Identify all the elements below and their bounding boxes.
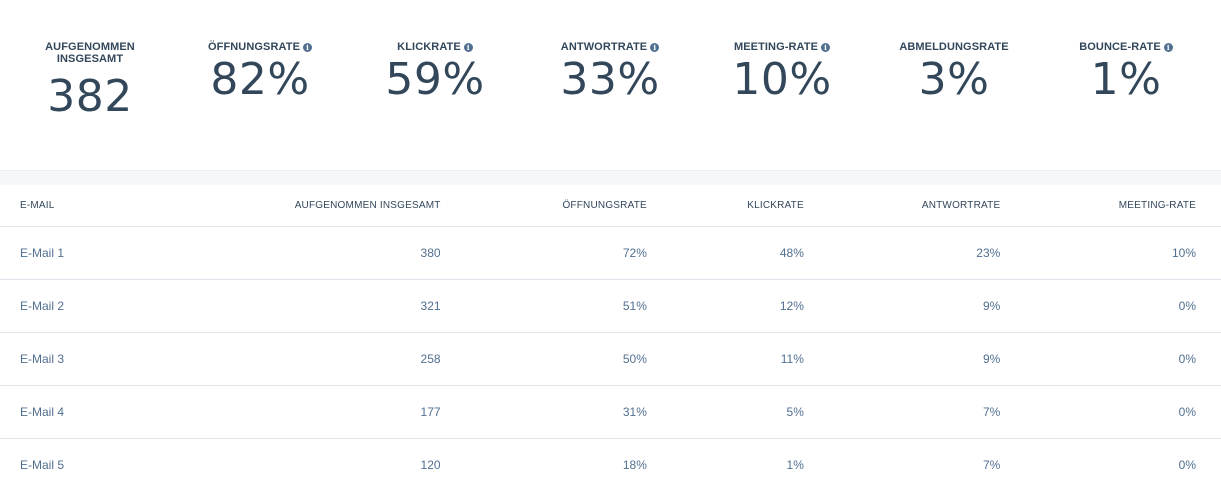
cell-aufgenommen: 177: [195, 385, 441, 439]
cell-oeffnungsrate: 50%: [440, 332, 647, 386]
cell-klickrate: 48%: [646, 226, 804, 280]
cell-oeffnungsrate: 18%: [622, 458, 647, 472]
info-icon[interactable]: i: [463, 43, 473, 52]
summary-stats: AUFGENOMMEN INSGESAMT 382 ÖFFNUNGSRATE i …: [0, 0, 1221, 170]
stat-value: 82%: [210, 54, 310, 105]
stat-value: 382: [47, 71, 133, 122]
column-header-klickrate[interactable]: KLICKRATE: [646, 184, 804, 227]
column-header-email[interactable]: E-MAIL: [0, 184, 196, 227]
stat-label: ABMELDUNGSRATE: [899, 41, 1009, 53]
email-table: E-MAIL AUFGENOMMEN INSGESAMT ÖFFNUNGSRAT…: [0, 184, 1221, 491]
info-icon[interactable]: i: [650, 43, 660, 52]
stat-antwortrate: ANTWORTRATE i 33%: [535, 41, 685, 105]
stat-value: 33%: [560, 54, 660, 105]
cell-meeting-rate: 0%: [1000, 332, 1221, 386]
cell-aufgenommen: 321: [195, 279, 441, 333]
cell-aufgenommen: 120: [420, 458, 441, 472]
info-icon[interactable]: i: [821, 43, 831, 52]
cell-antwortrate: 7%: [982, 458, 1001, 472]
stat-value: 59%: [385, 54, 485, 105]
stat-meeting-rate: MEETING-RATE i 10%: [707, 41, 857, 105]
table-header-row: E-MAIL AUFGENOMMEN INSGESAMT ÖFFNUNGSRAT…: [0, 184, 1221, 227]
cell-klickrate: 12%: [646, 279, 804, 333]
stat-label: MEETING-RATE: [733, 41, 819, 53]
column-header-meeting-rate[interactable]: MEETING-RATE: [1000, 184, 1221, 227]
table-row[interactable]: E-Mail 5 120 18% 1% 7% 0%: [0, 439, 1221, 492]
cell-antwortrate: 9%: [803, 279, 1001, 333]
stat-aufgenommen: AUFGENOMMEN INSGESAMT 382: [15, 41, 165, 122]
cell-meeting-rate: 0%: [1000, 385, 1221, 439]
stat-klickrate: KLICKRATE i 59%: [360, 41, 510, 105]
stat-abmeldungsrate: ABMELDUNGSRATE 3%: [879, 41, 1029, 105]
stat-bounce-rate: BOUNCE-RATE i 1%: [1051, 41, 1201, 105]
cell-klickrate: 1%: [786, 458, 804, 472]
cell-antwortrate: 7%: [803, 385, 1001, 439]
table-row[interactable]: E-Mail 2 321 51% 12% 9% 0%: [0, 279, 1221, 333]
section-divider: [0, 170, 1221, 185]
stat-label: AUFGENOMMEN INSGESAMT: [45, 41, 135, 65]
email-name[interactable]: E-Mail 3: [0, 332, 196, 386]
cell-antwortrate: 9%: [803, 332, 1001, 386]
cell-antwortrate: 23%: [803, 226, 1001, 280]
email-name[interactable]: E-Mail 5: [20, 458, 65, 472]
cell-meeting-rate: 10%: [1000, 226, 1221, 280]
email-name[interactable]: E-Mail 4: [0, 385, 196, 439]
table-row[interactable]: E-Mail 3 258 50% 11% 9% 0%: [0, 332, 1221, 386]
email-name[interactable]: E-Mail 2: [0, 279, 196, 333]
stat-value: 3%: [918, 54, 990, 105]
stat-label: KLICKRATE: [397, 41, 461, 53]
stat-label: ÖFFNUNGSRATE: [207, 41, 301, 53]
info-icon[interactable]: i: [303, 43, 313, 52]
cell-oeffnungsrate: 31%: [440, 385, 647, 439]
cell-meeting-rate: 0%: [1178, 458, 1196, 472]
info-icon[interactable]: i: [1163, 43, 1173, 52]
stat-label: ANTWORTRATE: [560, 41, 648, 53]
column-header-antwortrate[interactable]: ANTWORTRATE: [803, 184, 1001, 227]
email-name[interactable]: E-Mail 1: [0, 226, 196, 280]
cell-klickrate: 11%: [646, 332, 804, 386]
stat-value: 10%: [732, 54, 832, 105]
stat-oeffnungsrate: ÖFFNUNGSRATE i 82%: [185, 41, 335, 105]
cell-oeffnungsrate: 51%: [440, 279, 647, 333]
column-header-oeffnungsrate[interactable]: ÖFFNUNGSRATE: [440, 184, 647, 227]
column-header-aufgenommen[interactable]: AUFGENOMMEN INSGESAMT: [195, 184, 441, 227]
cell-meeting-rate: 0%: [1000, 279, 1221, 333]
table-row[interactable]: E-Mail 1 380 72% 48% 23% 10%: [0, 226, 1221, 280]
cell-klickrate: 5%: [646, 385, 804, 439]
cell-aufgenommen: 258: [195, 332, 441, 386]
stat-value: 1%: [1090, 54, 1162, 105]
cell-oeffnungsrate: 72%: [440, 226, 647, 280]
stat-label: BOUNCE-RATE: [1079, 41, 1161, 53]
table-row[interactable]: E-Mail 4 177 31% 5% 7% 0%: [0, 385, 1221, 439]
cell-aufgenommen: 380: [195, 226, 441, 280]
